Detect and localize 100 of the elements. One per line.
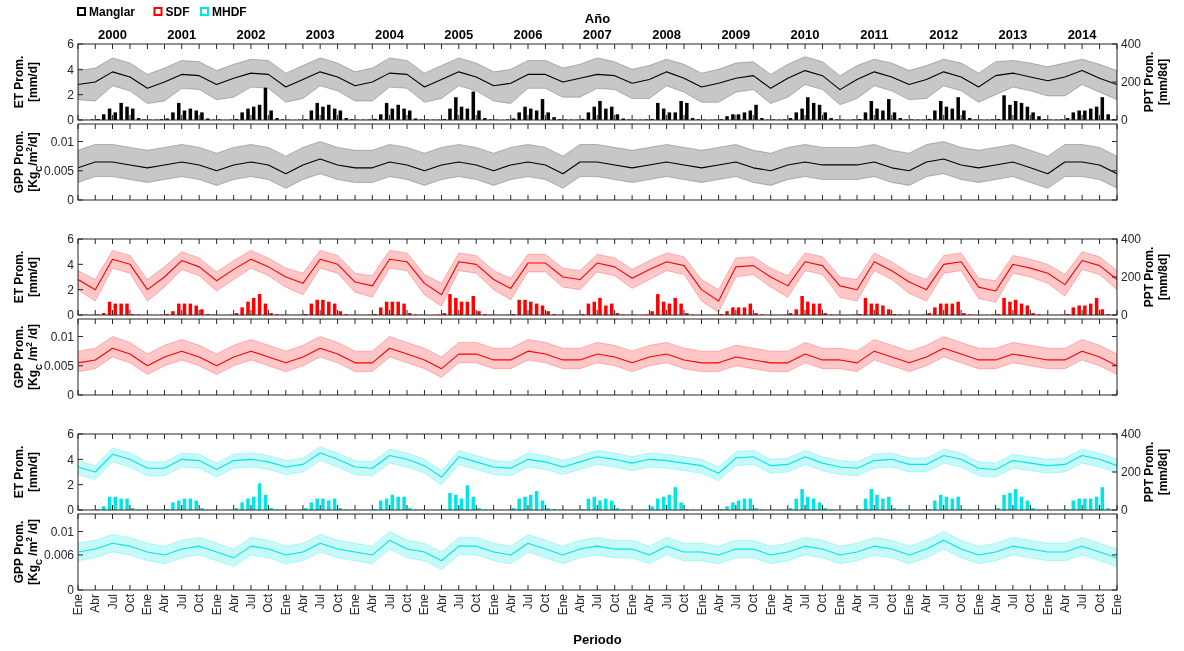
x-tick-label: Ene (1040, 593, 1055, 616)
y-tick-label: 0 (67, 113, 75, 128)
y-tick-label: 4 (67, 257, 75, 272)
x-tick-label: Oct (538, 593, 553, 613)
y-tick-label: 0.01 (50, 134, 75, 149)
x2-tick-label: 2002 (236, 27, 266, 42)
x-tick-label: Oct (122, 593, 137, 613)
y2-tick-label: 400 (1121, 427, 1142, 442)
y-tick-label: 4 (67, 452, 75, 467)
y-tick-label: 0 (67, 193, 75, 208)
legend-label: Manglar (89, 4, 136, 19)
x-tick-label: Oct (954, 593, 969, 613)
x2-tick-label: 2001 (167, 27, 197, 42)
x2-tick-label: 2010 (790, 27, 820, 42)
y2-axis-title: PPT Prom. [mm/8d] (1142, 441, 1171, 503)
x-tick-label: Ene (971, 593, 986, 616)
y2-axis-title: PPT Prom. [mm/8d] (1142, 51, 1171, 113)
x-tick-label: Jul (105, 594, 120, 610)
x-tick-label: Jul (174, 594, 189, 610)
x-tick-label: Jul (243, 594, 258, 610)
y2-tick-label: 0 (1121, 308, 1128, 323)
x-tick-label: Ene (763, 593, 778, 616)
x-axis-title: Periodo (573, 632, 622, 647)
y-tick-label: 0.005 (43, 163, 75, 178)
x-tick-label: Oct (1023, 593, 1038, 613)
x-tick-label: Oct (261, 593, 276, 613)
x-tick-label: Ene (209, 593, 224, 616)
x-tick-label: Oct (192, 593, 207, 613)
x-tick-label: Ene (1110, 593, 1124, 616)
x-tick-label: Jul (521, 594, 535, 610)
x-tick-label: Oct (884, 593, 899, 613)
x-tick-label: Oct (330, 593, 345, 613)
x-tick-label: Jul (590, 594, 605, 610)
y-axis-title: ET Prom. [mm/d] (12, 55, 41, 109)
y-tick-label: 2 (67, 87, 75, 102)
x2-tick-label: 2004 (375, 27, 405, 42)
x2-tick-label: 2014 (1067, 27, 1098, 42)
x-tick-label: Abr (88, 594, 103, 613)
x-tick-label: Abr (1057, 594, 1072, 613)
x2-tick-label: 2008 (652, 27, 682, 42)
x-tick-label: Ene (832, 593, 847, 616)
x-tick-label: Ene (625, 593, 640, 616)
y-tick-label: 4 (67, 62, 75, 77)
y2-tick-label: 400 (1121, 37, 1142, 52)
x2-tick-label: 2007 (582, 27, 612, 42)
x-tick-label: Abr (711, 594, 726, 613)
legend-label: SDF (165, 4, 190, 19)
x-tick-label: Oct (815, 593, 830, 613)
y2-tick-label: 200 (1121, 270, 1142, 285)
x-tick-label: Jul (382, 594, 397, 610)
x-tick-label: Oct (607, 593, 622, 613)
x-tick-label: Jul (798, 594, 813, 610)
y-tick-label: 0.01 (50, 524, 75, 539)
y2-tick-label: 200 (1121, 75, 1142, 90)
x2-tick-label: 2003 (305, 27, 335, 42)
x-tick-label: Oct (469, 593, 484, 613)
x-tick-label: Jul (451, 594, 466, 610)
y-tick-label: 6 (67, 427, 75, 442)
x-tick-label: Jul (867, 594, 882, 610)
x-tick-label: Abr (919, 594, 934, 613)
y-tick-label: 2 (67, 477, 75, 492)
y-tick-label: 0 (67, 308, 75, 323)
x-tick-label: Jul (659, 594, 674, 610)
x-tick-label: Ene (694, 593, 709, 616)
legend-label: MHDF (212, 4, 247, 19)
y2-tick-label: 400 (1121, 232, 1142, 247)
x2-tick-label: 2009 (721, 27, 751, 42)
x-tick-label: Ene (140, 593, 155, 616)
x-tick-label: Oct (677, 593, 692, 613)
y-tick-label: 6 (67, 37, 75, 52)
x-tick-label: Ene (348, 593, 363, 616)
x-tick-label: Abr (295, 594, 310, 613)
x-tick-label: Ene (555, 593, 570, 616)
y-tick-label: 0.006 (43, 548, 75, 563)
x-tick-label: Jul (1075, 594, 1090, 610)
x-tick-label: Ene (486, 593, 501, 616)
x-tick-label: Abr (434, 594, 449, 613)
x-tick-label: Ene (278, 593, 293, 616)
x2-tick-label: 2006 (513, 27, 543, 42)
x-tick-label: Abr (365, 594, 380, 613)
y-tick-label: 0 (67, 388, 75, 403)
x-tick-label: Abr (503, 594, 518, 613)
y-tick-label: 6 (67, 232, 75, 247)
y-axis-title: ET Prom. [mm/d] (12, 250, 41, 304)
x-tick-label: Jul (728, 594, 743, 610)
x-tick-label: Abr (988, 594, 1003, 613)
y-tick-label: 0 (67, 503, 75, 518)
x-tick-label: Abr (642, 594, 657, 613)
x-tick-label: Oct (1092, 593, 1107, 613)
x-tick-label: Abr (780, 594, 795, 613)
x2-axis-title: Año (584, 11, 611, 26)
x-tick-label: Jul (1005, 594, 1020, 610)
x-tick-label: Abr (850, 594, 865, 613)
y2-axis-title: PPT Prom. [mm/8d] (1142, 246, 1171, 308)
y-tick-label: 0.005 (43, 358, 75, 373)
y-axis-title: ET Prom. [mm/d] (12, 445, 41, 499)
x2-tick-label: 2013 (998, 27, 1028, 42)
x-tick-label: Ene (417, 593, 432, 616)
y2-tick-label: 0 (1121, 113, 1128, 128)
x-tick-label: Ene (902, 593, 917, 616)
